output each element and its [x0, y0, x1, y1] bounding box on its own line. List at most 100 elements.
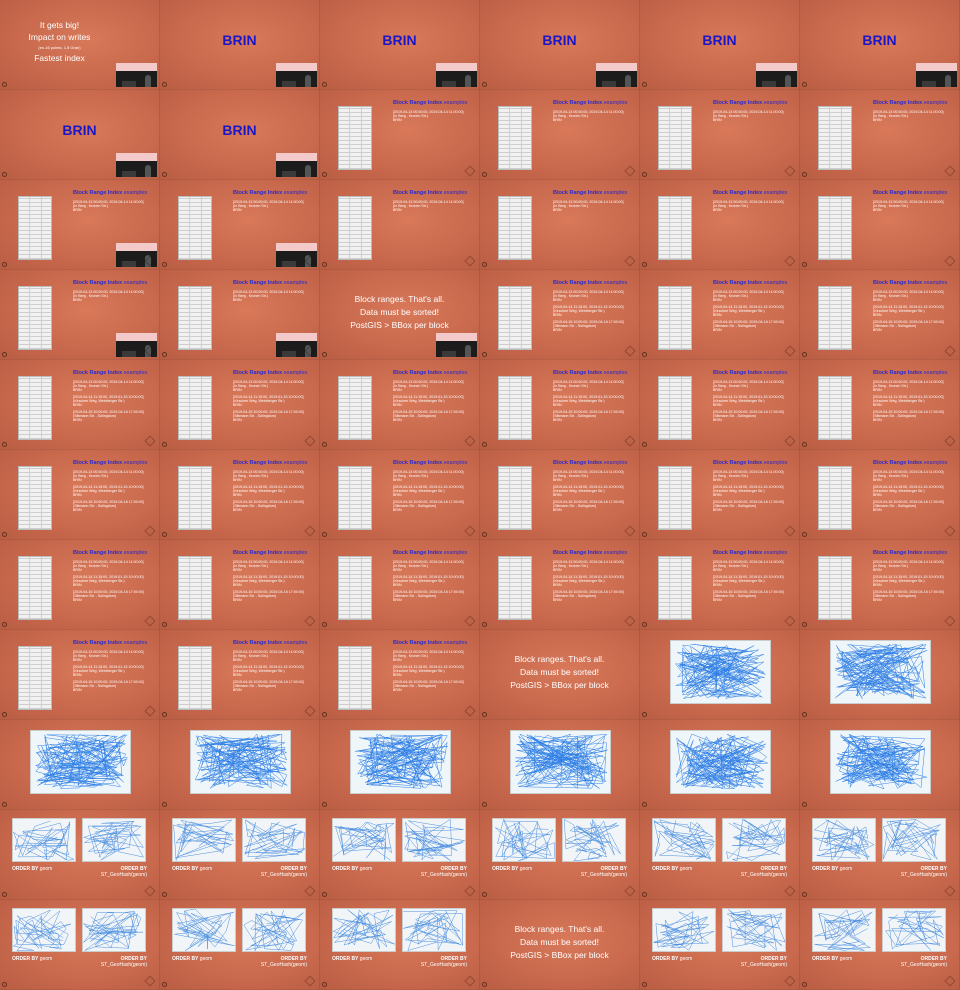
block-range-entry: [2019-04-15 10:00:00, 2019-04-16 17:00:0…	[233, 680, 304, 684]
slide-thumbnail[interactable]	[640, 630, 800, 720]
order-by-geom-label: ORDER BY geom	[812, 866, 852, 872]
slide-thumbnail[interactable]: It gets big! Impact on writes (ex-16 point…	[0, 0, 160, 90]
slide-marker-icon	[322, 982, 327, 987]
slide-thumbnail[interactable]: Block Range Index examples [2019-04-13 00…	[640, 90, 800, 180]
slide-thumbnail[interactable]	[800, 720, 960, 810]
slide-thumbnail[interactable]: Block Range Index examples [2019-04-13 00…	[640, 450, 800, 540]
block-range-entry: (In Berg , Kronen Str.)	[873, 564, 908, 569]
slide-thumbnail[interactable]: Block Range Index examples [2019-04-13 00…	[480, 90, 640, 180]
order-by-geom-plot	[172, 908, 236, 952]
slide-thumbnail[interactable]: BRIN	[160, 90, 320, 180]
slide-thumbnail[interactable]: ORDER BY geom ORDER BY ST_GeoHash(geom)	[640, 810, 800, 900]
slide-thumbnail[interactable]	[0, 720, 160, 810]
slide-thumbnail[interactable]: ORDER BY geom ORDER BY ST_GeoHash(geom)	[320, 900, 480, 990]
slide-thumbnail[interactable]: Block Range Index examples [2019-04-13 00…	[800, 450, 960, 540]
slide-thumbnail[interactable]: ORDER BY geom ORDER BY ST_GeoHash(geom)	[480, 810, 640, 900]
block-range-entry: BRIN	[873, 493, 882, 498]
slide-thumbnail[interactable]: ORDER BY geom ORDER BY ST_GeoHash(geom)	[160, 900, 320, 990]
slide-thumbnail[interactable]: ORDER BY geom ORDER BY ST_GeoHash(geom)	[640, 900, 800, 990]
slide-thumbnail[interactable]: Block Range Index examples [2019-04-13 00…	[320, 630, 480, 720]
slide-thumbnail[interactable]	[480, 720, 640, 810]
title-line: It gets big!	[39, 20, 80, 30]
data-table-figure	[818, 106, 852, 170]
slide-thumbnail[interactable]: Block ranges. That's all. Data must be so…	[320, 270, 480, 360]
slide-thumbnail[interactable]: Block Range Index examples [2019-04-13 00…	[160, 630, 320, 720]
slide-thumbnail[interactable]: Block Range Index examples [2019-04-13 00…	[160, 540, 320, 630]
block-range-entry: BRIN	[73, 403, 82, 408]
slide-thumbnail[interactable]: ORDER BY geom ORDER BY ST_GeoHash(geom)	[0, 900, 160, 990]
slide-nav-icon	[944, 525, 956, 537]
slide-thumbnail[interactable]: Block Range Index examples [2019-04-13 00…	[800, 540, 960, 630]
slide-thumbnail[interactable]: BRIN	[480, 0, 640, 90]
slide-thumbnail[interactable]: Block Range Index examples [2019-04-13 00…	[0, 270, 160, 360]
order-by-geom-plot	[172, 818, 236, 862]
slide-thumbnail[interactable]: Block Range Index examples [2019-04-13 00…	[320, 180, 480, 270]
geometry-lines	[726, 819, 785, 861]
block-range-entry: BRIN	[393, 673, 402, 678]
slide-thumbnail[interactable]: Block Range Index examples [2019-04-13 00…	[0, 180, 160, 270]
block-range-entry: (Sittmann Str. , Solingdorn)	[873, 504, 917, 509]
slide-thumbnail[interactable]: Block Range Index examples [2019-04-13 00…	[480, 270, 640, 360]
slide-thumbnail[interactable]: Block Range Index examples [2019-04-13 00…	[0, 630, 160, 720]
slide-thumbnail[interactable]: ORDER BY geom ORDER BY ST_GeoHash(geom)	[0, 810, 160, 900]
slide-thumbnail[interactable]: Block Range Index examples [2019-04-13 00…	[640, 360, 800, 450]
geometry-lines	[835, 734, 928, 789]
slide-thumbnail[interactable]: Block Range Index examples [2019-04-13 00…	[640, 540, 800, 630]
slide-thumbnail[interactable]: BRIN	[160, 0, 320, 90]
slide-nav-icon	[144, 705, 156, 717]
data-table-figure	[658, 556, 692, 620]
slide-thumbnail[interactable]: Block Range Index examples [2019-04-13 00…	[640, 270, 800, 360]
order-by-geohash-label: ORDER BY ST_GeoHash(geom)	[261, 956, 307, 968]
order-by-geohash-label: ORDER BY ST_GeoHash(geom)	[101, 866, 147, 878]
slide-thumbnail[interactable]: Block Range Index examples [2019-04-13 00…	[640, 180, 800, 270]
slide-thumbnail[interactable]: Block Range Index examples [2019-04-13 00…	[0, 450, 160, 540]
slide-thumbnail[interactable]: Block Range Index examples [2019-04-13 00…	[800, 360, 960, 450]
slide-thumbnail[interactable]: Block Range Index examples [2019-04-13 00…	[480, 540, 640, 630]
block-range-entry: (In Berg , Kronen Str.)	[73, 294, 108, 299]
block-range-entry: [2019-04-14 11:15:00, 2019-01-15 10:00:0…	[553, 305, 624, 309]
slide-thumbnail[interactable]: BRIN	[640, 0, 800, 90]
slide-thumbnail[interactable]: Block Range Index examples [2019-04-13 00…	[480, 180, 640, 270]
slide-thumbnail[interactable]	[320, 720, 480, 810]
slide-thumbnail[interactable]: Block Range Index examples [2019-04-13 00…	[0, 540, 160, 630]
slide-thumbnail[interactable]: Block Range Index examples [2019-04-13 00…	[320, 450, 480, 540]
slide-thumbnail[interactable]: Block Range Index examples [2019-04-13 00…	[320, 540, 480, 630]
block-range-entry: [2019-04-13 00:00:00, 2019-04-14 11:00:0…	[873, 110, 944, 114]
slide-thumbnail[interactable]: Block Range Index examples [2019-04-13 00…	[480, 450, 640, 540]
slide-thumbnail[interactable]	[160, 720, 320, 810]
slide-thumbnail[interactable]: Block Range Index examples [2019-04-13 00…	[800, 270, 960, 360]
order-by-geohash-label: ORDER BY ST_GeoHash(geom)	[421, 956, 467, 968]
slide-thumbnail[interactable]	[640, 720, 800, 810]
slide-thumbnail[interactable]: Block Range Index examples [2019-04-13 00…	[800, 90, 960, 180]
slide-thumbnail[interactable]: BRIN	[0, 90, 160, 180]
block-range-entry: (Kirschen Weg, Weinberger Str.)	[873, 579, 925, 584]
slide-thumbnail[interactable]: BRIN	[320, 0, 480, 90]
slide-marker-icon	[642, 172, 647, 177]
slide-thumbnail[interactable]: Block Range Index examples [2019-04-13 00…	[160, 450, 320, 540]
slide-thumbnail[interactable]: Block Range Index examples [2019-04-13 00…	[320, 360, 480, 450]
block-range-entry: (In Berg , Kronen Str.)	[73, 384, 108, 389]
slide-thumbnail[interactable]: Block ranges. That's all. Data must be so…	[480, 630, 640, 720]
block-range-entry: (In Berg , Kronen Str.)	[873, 294, 908, 299]
slide-thumbnail[interactable]: ORDER BY geom ORDER BY ST_GeoHash(geom)	[800, 810, 960, 900]
slide-thumbnail[interactable]: Block Range Index examples [2019-04-13 00…	[800, 180, 960, 270]
slide-thumbnail[interactable]: Block Range Index examples [2019-04-13 00…	[480, 360, 640, 450]
block-range-entry: [2019-04-13 00:00:00, 2019-04-14 11:00:0…	[233, 200, 304, 204]
slide-thumbnail[interactable]: Block Range Index examples [2019-04-13 00…	[320, 90, 480, 180]
slide-thumbnail[interactable]: ORDER BY geom ORDER BY ST_GeoHash(geom)	[160, 810, 320, 900]
random-geometry-plot	[190, 730, 291, 794]
slide-thumbnail[interactable]: ORDER BY geom ORDER BY ST_GeoHash(geom)	[320, 810, 480, 900]
slide-thumbnail[interactable]: ORDER BY geom ORDER BY ST_GeoHash(geom)	[800, 900, 960, 990]
slide-thumbnail[interactable]: Block Range Index examples [2019-04-13 00…	[0, 360, 160, 450]
slide-thumbnail[interactable]: BRIN	[800, 0, 960, 90]
slide-thumbnail[interactable]: Block Range Index examples [2019-04-13 00…	[160, 270, 320, 360]
plot-canvas	[675, 734, 768, 789]
order-keyword: ORDER BY	[600, 866, 627, 872]
block-range-entry: [2019-04-14 11:15:00, 2019-01-15 10:00:0…	[73, 485, 144, 489]
slide-thumbnail[interactable]: Block ranges. That's all. Data must be so…	[480, 900, 640, 990]
slide-thumbnail[interactable]	[800, 630, 960, 720]
slide-thumbnail[interactable]: Block Range Index examples [2019-04-13 00…	[160, 180, 320, 270]
slide-marker-icon	[162, 532, 167, 537]
slide-thumbnail[interactable]: Block Range Index examples [2019-04-13 00…	[160, 360, 320, 450]
speaker	[785, 75, 791, 87]
